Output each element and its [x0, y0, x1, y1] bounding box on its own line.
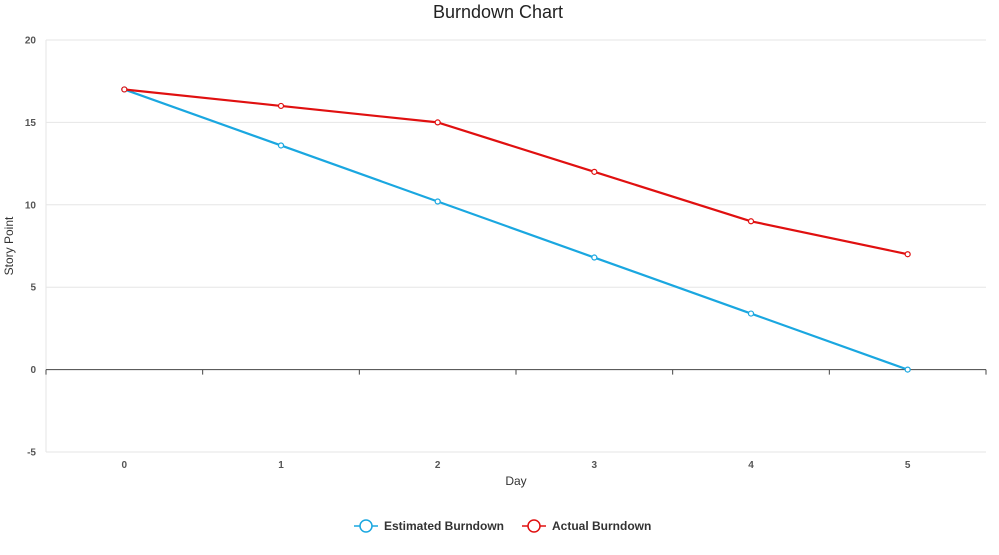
x-axis-title: Day [505, 474, 526, 488]
x-tick-label: 5 [905, 460, 911, 471]
legend-marker [359, 519, 373, 533]
data-point[interactable] [747, 218, 755, 225]
data-point[interactable] [434, 119, 441, 126]
series-lines [121, 86, 911, 373]
data-point[interactable] [277, 142, 285, 149]
x-tick-label: 0 [122, 460, 128, 471]
x-tick-label: 1 [278, 460, 284, 471]
x-tick-label: 3 [592, 460, 598, 471]
y-tick-label: -5 [27, 448, 36, 459]
data-point[interactable] [904, 251, 911, 258]
x-tick-label: 4 [748, 460, 754, 471]
grid-lines [46, 39, 986, 453]
legend-marker [527, 519, 541, 533]
data-point[interactable] [904, 366, 911, 373]
legend-label: Actual Burndown [552, 519, 651, 533]
series-line [123, 88, 909, 371]
data-point[interactable] [591, 168, 598, 175]
series-2 [121, 86, 911, 258]
x-tick-label: 2 [435, 460, 441, 471]
y-tick-label: 20 [25, 36, 37, 47]
legend-label: Estimated Burndown [384, 519, 504, 533]
data-point[interactable] [434, 198, 441, 205]
y-tick-label: 5 [30, 283, 36, 294]
y-tick-label: 0 [30, 365, 36, 376]
legend-item-1[interactable]: Estimated Burndown [354, 519, 504, 533]
chart-title: Burndown Chart [433, 2, 563, 22]
data-point[interactable] [591, 254, 598, 261]
series-line [124, 88, 908, 256]
y-tick-label: 15 [25, 118, 37, 129]
y-axis-title: Story Point [2, 216, 16, 275]
data-point[interactable] [121, 86, 128, 93]
axes: -5 0 5 10 15 20 0 1 2 3 4 5 [25, 36, 987, 471]
legend-item-2[interactable]: Actual Burndown [522, 519, 651, 533]
data-point[interactable] [747, 310, 755, 317]
y-tick-label: 10 [25, 200, 37, 211]
legend: Estimated Burndown Actual Burndown [354, 519, 651, 533]
data-point[interactable] [277, 102, 285, 110]
